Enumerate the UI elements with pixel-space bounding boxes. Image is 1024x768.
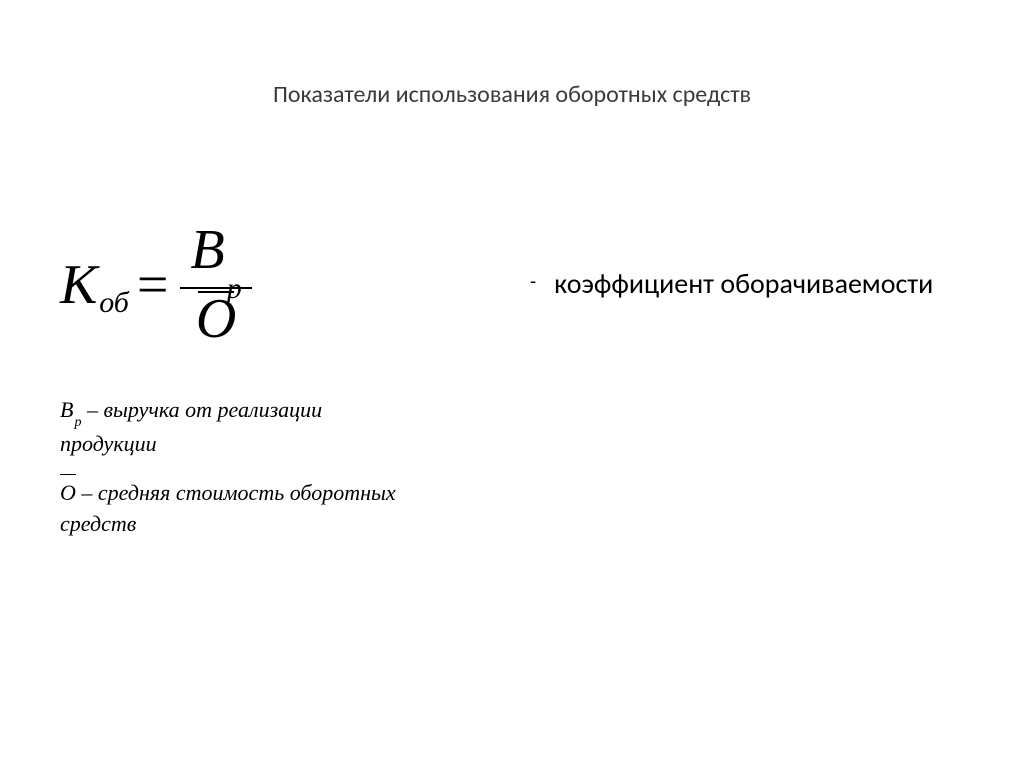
slide: Показатели использования оборотных средс…	[0, 0, 1024, 768]
numerator-main: В	[190, 219, 224, 281]
o-text: – средняя стоимость оборотных средств	[60, 480, 396, 536]
variable-definitions: Вр – выручка от реализации продукции О –…	[60, 395, 420, 557]
slide-title: Показатели использования оборотных средс…	[0, 80, 1024, 109]
denominator-main: О	[196, 288, 236, 350]
definition-o: О – средняя стоимость оборотных средств	[60, 478, 420, 540]
o-var: О	[60, 480, 76, 505]
description-text: коэффициент оборачиваемости	[554, 265, 933, 303]
fraction: Вр О	[180, 220, 251, 351]
bp-text: – выручка от реализации продукции	[60, 397, 322, 456]
bp-var: В	[60, 397, 73, 422]
equals-sign: =	[137, 257, 169, 313]
denominator-o-bar: О	[196, 289, 236, 351]
turnover-formula: К об = Вр О	[60, 220, 252, 351]
definition-bp: Вр – выручка от реализации продукции	[60, 395, 420, 460]
formula-block: К об = Вр О	[60, 220, 252, 351]
bp-sub: р	[74, 415, 81, 430]
description-block: - коэффициент оборачиваемости	[530, 265, 950, 303]
formula-lhs-sub: об	[99, 288, 129, 318]
o-bar-small: О	[60, 478, 76, 509]
fraction-numerator: Вр	[180, 220, 251, 289]
description-row: - коэффициент оборачиваемости	[530, 265, 950, 303]
formula-lhs-main: К	[60, 257, 97, 313]
description-dash: -	[530, 265, 536, 299]
